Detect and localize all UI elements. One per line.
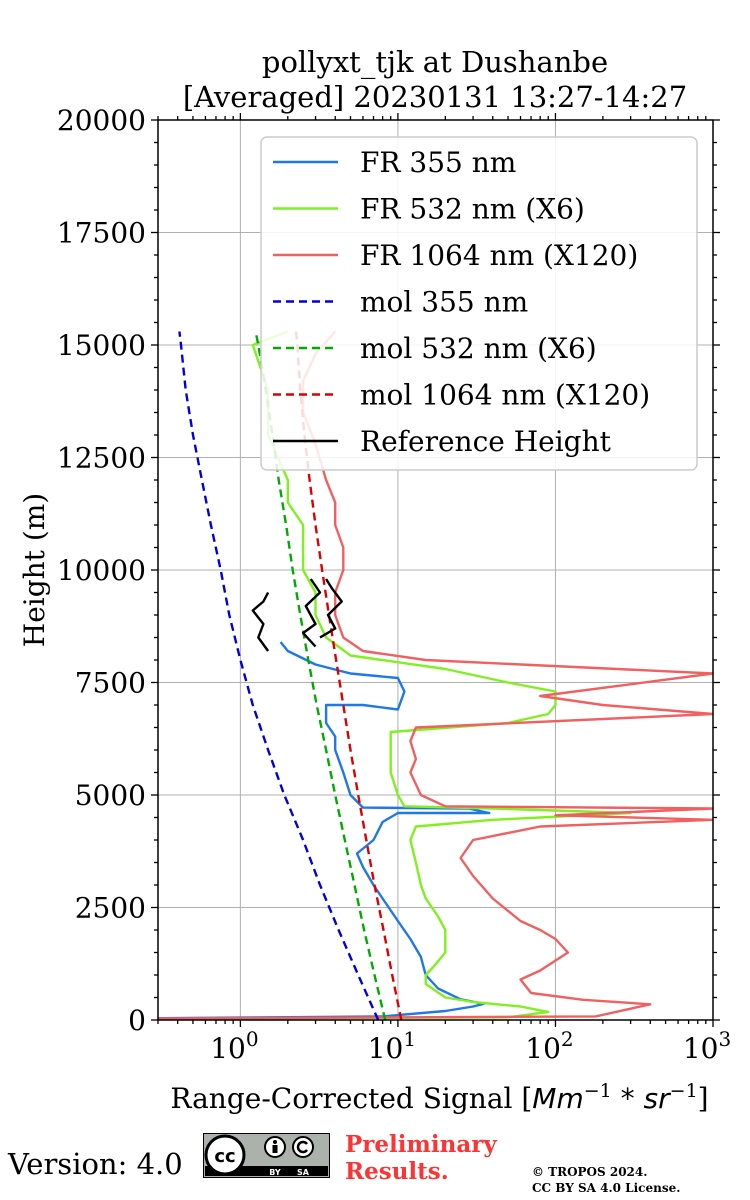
legend: FR 355 nm FR 532 nm (X6) FR 1064 nm (X120)… xyxy=(260,136,698,471)
preliminary-line-1: Preliminary xyxy=(345,1131,497,1158)
legend-entry: FR 355 nm xyxy=(360,146,516,179)
series-reference-height xyxy=(319,578,343,639)
series-fr-532-nm-x6 xyxy=(205,330,632,1020)
svg-text:cc: cc xyxy=(214,1146,235,1167)
lidar-profile-chart: 0 2500 5000 7500 10000 12500 15000 17500 20000 10… xyxy=(18,45,731,1115)
legend-box xyxy=(260,136,698,471)
badge-sa-label: SA xyxy=(297,1168,310,1177)
y-tick-label: 17500 xyxy=(57,217,146,250)
y-tick-label: 7500 xyxy=(75,667,146,700)
copyright-line-1: © TROPOS 2024. xyxy=(532,1165,648,1179)
legend-entry: mol 1064 nm (X120) xyxy=(360,379,650,412)
y-tick-label: 0 xyxy=(128,1004,146,1037)
preliminary-results-label: Preliminary Results. xyxy=(345,1131,497,1185)
title-line: pollyxt_tjk at Dushanbe xyxy=(262,45,608,80)
legend-entry: mol 355 nm xyxy=(360,286,528,319)
y-tick-label: 2500 xyxy=(75,892,146,925)
x-axis-label: Range-Corrected Signal [Mm−1 * sr−1] xyxy=(170,1080,708,1115)
chart-title: pollyxt_tjk at Dushanbe[Averaged] 202301… xyxy=(183,45,687,114)
legend-entry: FR 1064 nm (X120) xyxy=(360,239,638,272)
y-tick-label: 5000 xyxy=(75,779,146,812)
version-label: Version: 4.0 xyxy=(8,1147,183,1181)
y-tick-label: 20000 xyxy=(57,104,146,137)
copyright-line-2: CC BY SA 4.0 License. xyxy=(532,1181,681,1195)
cc-license-badge: cc BY SA xyxy=(203,1133,330,1178)
legend-entry: FR 532 nm (X6) xyxy=(360,193,585,226)
x-tick-label: 103 xyxy=(683,1027,731,1065)
x-tick-label: 102 xyxy=(525,1027,573,1065)
y-axis-label: Height (m) xyxy=(18,493,51,647)
series-fr-355-nm xyxy=(158,641,491,1020)
copyright-notice: © TROPOS 2024. CC BY SA 4.0 License. xyxy=(532,1164,680,1196)
series-reference-height xyxy=(301,578,322,648)
title-line: [Averaged] 20230131 13:27-14:27 xyxy=(183,80,687,114)
axes-layer: 0 2500 5000 7500 10000 12500 15000 17500 20000 10… xyxy=(18,104,731,1115)
series-mol-1064-nm-x120 xyxy=(294,331,403,1020)
series-fr-1064-nm-x120 xyxy=(158,330,713,1020)
y-tick-label: 15000 xyxy=(57,329,146,362)
badge-by-label: BY xyxy=(269,1168,281,1177)
series-reference-height xyxy=(251,591,270,652)
series-mol-355-nm xyxy=(178,331,380,1020)
legend-entry: Reference Height xyxy=(360,425,612,458)
x-tick-label: 100 xyxy=(210,1027,258,1065)
legend-entry: mol 532 nm (X6) xyxy=(360,332,597,365)
x-tick-label: 101 xyxy=(368,1027,416,1065)
y-tick-label: 10000 xyxy=(57,554,146,587)
preliminary-line-2: Results. xyxy=(345,1158,449,1185)
y-tick-label: 12500 xyxy=(57,442,146,475)
